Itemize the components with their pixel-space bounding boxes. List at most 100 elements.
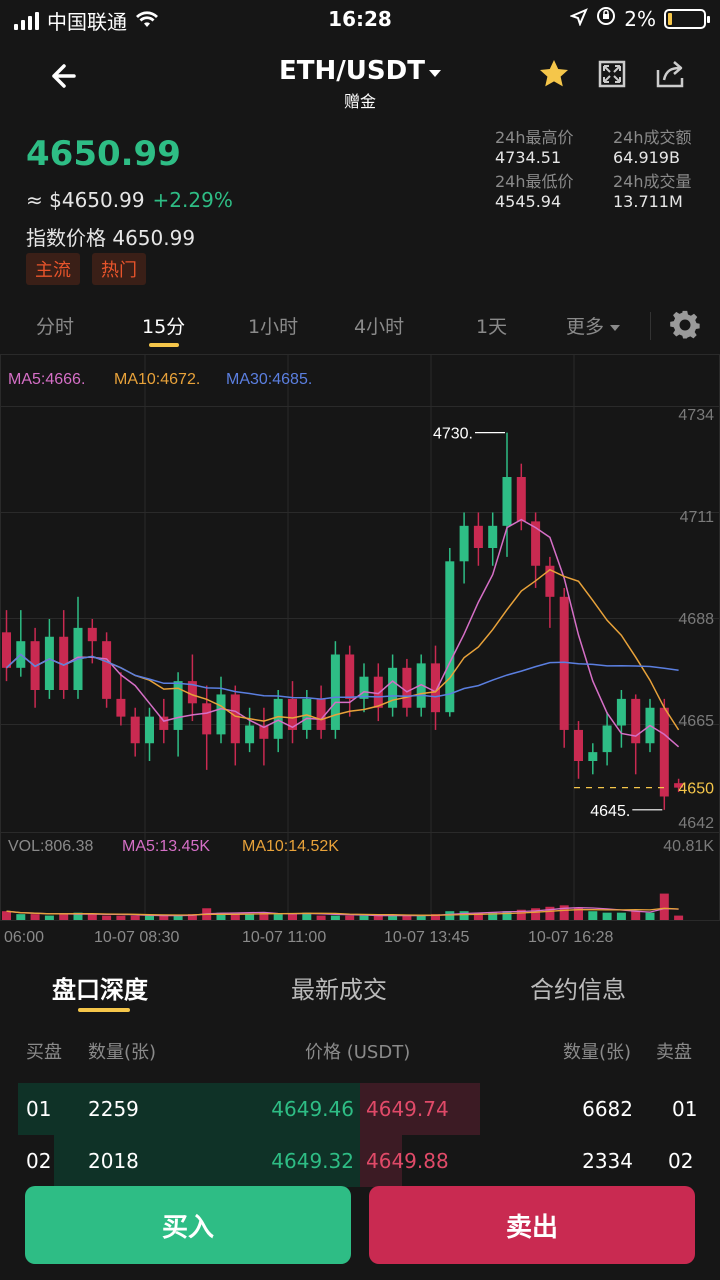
ask-index: 02 bbox=[668, 1149, 694, 1173]
gear-icon[interactable] bbox=[669, 309, 701, 341]
header-bid-qty: 数量(张) bbox=[88, 1042, 157, 1063]
volume-bar bbox=[87, 914, 97, 920]
volume-bar bbox=[130, 915, 140, 920]
fullscreen-icon[interactable] bbox=[596, 58, 628, 90]
tag-hot[interactable]: 热门 bbox=[92, 253, 146, 285]
candle-body bbox=[373, 676, 383, 708]
candle bbox=[631, 694, 641, 775]
volume-bar bbox=[316, 915, 326, 920]
volume-bar bbox=[402, 915, 412, 920]
volume-bar bbox=[602, 912, 612, 920]
candle bbox=[416, 654, 426, 717]
tab-15m[interactable]: 15分 bbox=[142, 316, 186, 338]
ask-depth-bar bbox=[360, 1135, 402, 1187]
candle bbox=[345, 645, 355, 717]
candle-body bbox=[388, 667, 398, 708]
candle-body bbox=[459, 525, 469, 562]
volume-bar bbox=[645, 912, 655, 920]
candle bbox=[388, 654, 398, 717]
candle-body bbox=[502, 477, 512, 526]
vol-ma10-line bbox=[6, 907, 679, 916]
volume-bar bbox=[216, 912, 226, 920]
tab-timeshare[interactable]: 分时 bbox=[36, 316, 75, 338]
tag-mainstream[interactable]: 主流 bbox=[26, 253, 80, 285]
volume-bar bbox=[102, 915, 112, 920]
candle-body bbox=[59, 636, 69, 690]
sell-button[interactable]: 卖出 bbox=[369, 1186, 695, 1264]
volume-bar bbox=[245, 914, 255, 920]
y-tick-label: 4688 bbox=[678, 611, 714, 628]
candle-body bbox=[659, 707, 669, 797]
tab-depth[interactable]: 盘口深度 bbox=[52, 976, 148, 1004]
high-marker-label: 4730. bbox=[433, 426, 473, 443]
kline-chart[interactable]: MA5:4666. MA10:4672. MA30:4685. 4734 4711 468… bbox=[0, 354, 720, 950]
pair-selector[interactable]: ETH/USDT 赠金 bbox=[0, 56, 720, 112]
candle-body bbox=[216, 694, 226, 735]
candle-body bbox=[173, 681, 183, 730]
kline-svg[interactable]: MA5:4666. MA10:4672. MA30:4685. 4734 4711 468… bbox=[0, 354, 720, 950]
candle-body bbox=[516, 477, 526, 522]
candle bbox=[288, 681, 297, 744]
star-icon[interactable] bbox=[538, 58, 570, 90]
header: ETH/USDT 赠金 bbox=[0, 44, 720, 114]
status-left: 中国联通 bbox=[14, 6, 159, 35]
volume-bar bbox=[473, 912, 483, 920]
bid-index: 02 bbox=[26, 1149, 52, 1173]
candle bbox=[473, 512, 483, 566]
volume-bar bbox=[359, 915, 369, 920]
candle bbox=[116, 672, 126, 726]
candle-body bbox=[245, 725, 255, 744]
volume-bar bbox=[159, 915, 169, 920]
index-price: 指数价格 4650.99 bbox=[26, 226, 196, 250]
tab-4h[interactable]: 4小时 bbox=[354, 316, 405, 338]
price-change: +2.29% bbox=[152, 188, 233, 212]
candle bbox=[2, 610, 11, 682]
pair-title: ETH/USDT bbox=[279, 56, 425, 86]
tab-1d[interactable]: 1天 bbox=[476, 316, 508, 338]
candle bbox=[187, 654, 197, 722]
volume-bar bbox=[73, 912, 83, 920]
y-tick-label: 4665 bbox=[678, 713, 714, 730]
volume-bar bbox=[674, 915, 684, 920]
candle-body bbox=[674, 783, 684, 788]
signal-icon bbox=[14, 11, 39, 30]
candle-body bbox=[116, 698, 126, 717]
candle bbox=[359, 663, 369, 713]
tab-more[interactable]: 更多 bbox=[566, 312, 621, 339]
volume-bar bbox=[502, 911, 512, 920]
volume-bar bbox=[173, 915, 183, 920]
tab-contract-info[interactable]: 合约信息 bbox=[530, 976, 626, 1004]
current-price-label: 4650 bbox=[678, 781, 714, 798]
orderbook-row[interactable]: 02 2018 4649.32 4649.88 2334 02 bbox=[0, 1135, 720, 1187]
candle-body bbox=[588, 752, 598, 761]
orderbook-row[interactable]: 01 2259 4649.46 4649.74 6682 01 bbox=[0, 1083, 720, 1135]
caret-down-icon bbox=[428, 69, 441, 77]
candle-body bbox=[531, 521, 541, 566]
ma10-label: MA10:4672. bbox=[114, 371, 200, 388]
candle bbox=[130, 707, 140, 757]
tab-1h[interactable]: 1小时 bbox=[248, 316, 299, 338]
candle-body bbox=[130, 716, 140, 744]
header-actions bbox=[538, 58, 686, 90]
ask-index: 01 bbox=[672, 1097, 698, 1121]
volume-bar bbox=[30, 914, 40, 920]
back-arrow-icon[interactable] bbox=[44, 54, 88, 98]
candle-body bbox=[488, 525, 498, 548]
tag-list: 主流 热门 bbox=[26, 253, 146, 285]
low-marker-label: 4645. bbox=[590, 803, 630, 820]
vol-max-label: 40.81K bbox=[663, 838, 714, 855]
x-tick-label: 10-07 11:00 bbox=[242, 929, 326, 946]
buy-button[interactable]: 买入 bbox=[25, 1186, 351, 1264]
candle-body bbox=[345, 654, 355, 699]
candle-body bbox=[2, 632, 11, 668]
volume-bar bbox=[631, 911, 641, 920]
divider bbox=[650, 312, 651, 340]
share-icon[interactable] bbox=[654, 58, 686, 90]
volume-bar bbox=[59, 914, 69, 920]
volume-bar bbox=[616, 912, 626, 920]
volume-bar bbox=[116, 915, 126, 920]
candle bbox=[373, 663, 383, 722]
tab-latest-trades[interactable]: 最新成交 bbox=[291, 976, 387, 1004]
chart-background bbox=[0, 354, 720, 950]
candle bbox=[459, 512, 469, 584]
